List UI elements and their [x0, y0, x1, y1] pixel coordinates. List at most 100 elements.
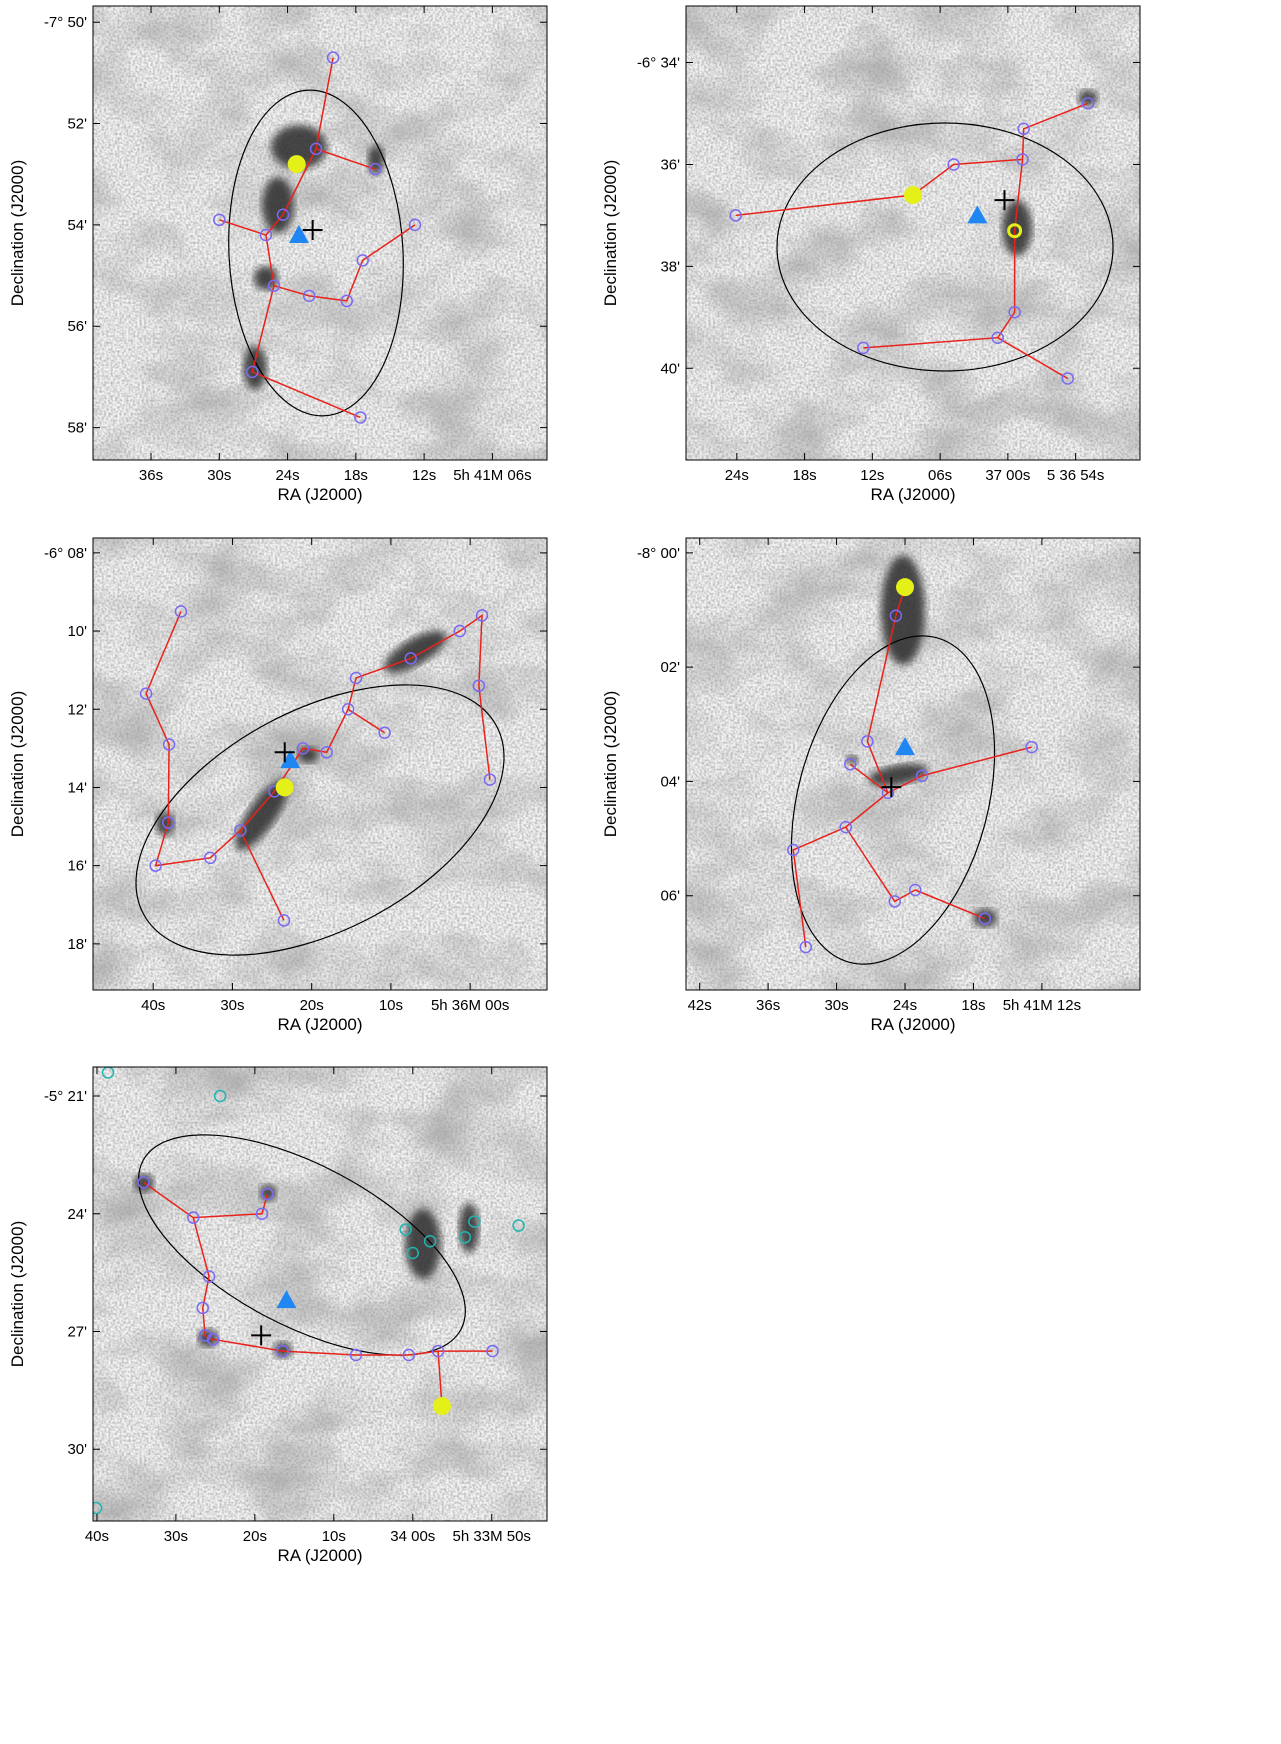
frame: [92, 1066, 548, 1522]
core-marker: [162, 816, 175, 829]
y-tick-label: -8° 00': [637, 545, 680, 562]
y-tick-label: 38': [660, 258, 680, 275]
core-marker: [246, 365, 259, 379]
core-marker: [915, 769, 929, 782]
core-marker: [399, 1223, 412, 1236]
x-tick-label: 18s: [344, 467, 368, 484]
core-marker: [213, 1089, 227, 1103]
x-tick-label: 06s: [928, 467, 952, 484]
x-tick-label: 5 36 54s: [1047, 467, 1105, 484]
panel: 40s 30s 20s 10s 34 00s 5h 33M 50s -5° 21' 24' 27…: [8, 1066, 548, 1565]
core-marker: [174, 605, 188, 618]
y-axis-label: Declination (J2000): [8, 160, 27, 306]
core-marker: [162, 738, 176, 751]
peak-dot: [432, 1397, 451, 1416]
x-tick-label: 20s: [300, 997, 324, 1014]
core-marker: [889, 609, 903, 622]
noise: [686, 6, 1140, 460]
core-marker: [472, 679, 486, 693]
x-tick-label: 42s: [688, 997, 712, 1014]
core-marker: [187, 1211, 200, 1224]
core-marker: [1025, 740, 1038, 754]
center-cross: [251, 1325, 272, 1346]
x-tick-label: 24s: [275, 467, 299, 484]
frame: [685, 537, 1141, 991]
core-marker: [1017, 122, 1030, 136]
x-axis-label: RA (J2000): [277, 485, 362, 504]
core-marker: [453, 624, 467, 638]
core-marker: [261, 1187, 274, 1201]
core-marker: [326, 51, 340, 64]
y-axis-label: Declination (J2000): [8, 691, 27, 837]
core-marker: [349, 671, 363, 685]
x-tick-label: 30s: [220, 997, 244, 1014]
core-marker: [149, 859, 162, 872]
x-tick-label: 5h 33M 50s: [453, 1528, 531, 1545]
core-marker: [1081, 97, 1095, 110]
plot-area: [686, 538, 1140, 990]
core-marker: [475, 609, 489, 622]
dense-core: [243, 346, 267, 390]
y-axis-label: Declination (J2000): [601, 691, 620, 837]
core-marker: [137, 1176, 150, 1189]
x-tick-label: 40s: [85, 1528, 109, 1545]
frame: [685, 5, 1141, 461]
x-tick-label: 18s: [961, 997, 985, 1014]
x-tick-label: 30s: [207, 467, 231, 484]
x-tick-label: 24s: [725, 467, 749, 484]
core-marker: [423, 1234, 437, 1248]
y-tick-label: -6° 08': [44, 545, 87, 562]
y-tick-label: 40': [660, 360, 680, 377]
peak-dot: [287, 155, 306, 174]
core-marker: [458, 1231, 472, 1244]
y-tick-label: 52': [67, 116, 87, 133]
mst-link: [792, 586, 1032, 948]
core-marker: [368, 162, 382, 176]
dense-core: [271, 125, 327, 169]
core-marker: [340, 294, 353, 308]
core-marker: [1016, 153, 1029, 166]
core-marker: [196, 1301, 209, 1315]
core-marker: [909, 883, 922, 897]
dense-core: [262, 177, 294, 233]
y-tick-label: 12': [67, 701, 87, 718]
envelope-ellipse: [228, 89, 404, 417]
envelope-ellipse: [138, 1134, 466, 1356]
core-marker: [206, 1333, 220, 1346]
core-marker: [486, 1344, 499, 1358]
core-marker: [947, 158, 960, 171]
centroid-triangle: [288, 225, 309, 244]
y-tick-label: 14': [67, 779, 87, 796]
plot-area: [686, 6, 1140, 460]
centroid-triangle: [895, 737, 916, 756]
core-marker: [354, 411, 367, 424]
y-tick-label: 56': [67, 318, 87, 335]
mst-link: [145, 611, 491, 921]
envelope-ellipse: [135, 684, 505, 956]
x-axis-label: RA (J2000): [870, 1015, 955, 1034]
x-tick-label: 20s: [243, 1528, 267, 1545]
core-marker: [729, 209, 742, 222]
envelope-ellipse: [790, 635, 996, 965]
centroid-triangle: [967, 205, 988, 224]
y-tick-label: 30': [67, 1441, 87, 1458]
y-tick-label: 36': [660, 156, 680, 173]
core-marker: [839, 820, 852, 834]
y-tick-label: -7° 50': [44, 14, 87, 31]
core-marker: [93, 1501, 103, 1515]
core-marker: [431, 1344, 445, 1358]
center-cross: [994, 190, 1015, 211]
y-tick-label: 04': [660, 773, 680, 790]
center-cross: [274, 742, 295, 763]
x-axis-label: RA (J2000): [870, 485, 955, 504]
core-marker: [408, 218, 422, 232]
plot-area: [93, 1067, 547, 1521]
center-cross: [302, 219, 323, 240]
mst-link: [735, 102, 1089, 380]
dense-core: [298, 747, 318, 763]
mst-link: [143, 1181, 493, 1407]
core-marker: [296, 742, 310, 755]
dense-core: [459, 1203, 479, 1253]
x-tick-label: 10s: [322, 1528, 346, 1545]
